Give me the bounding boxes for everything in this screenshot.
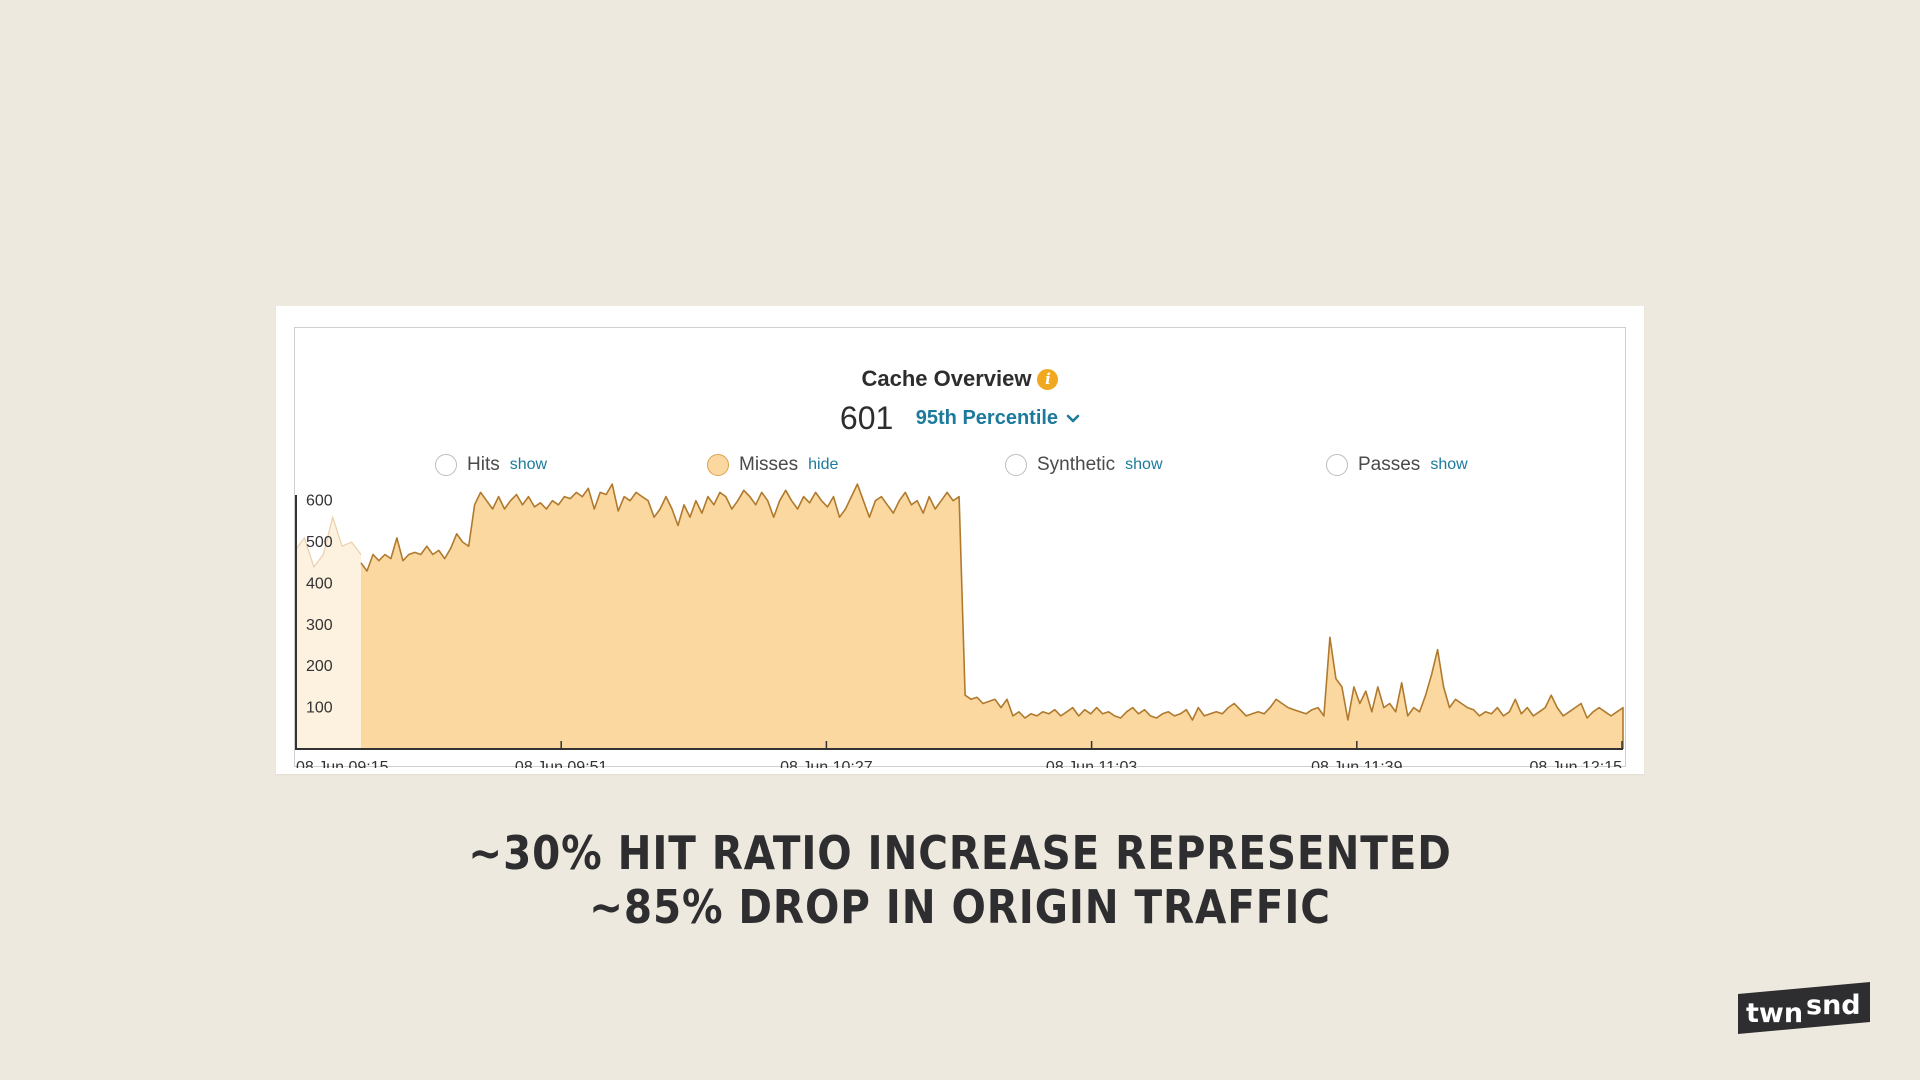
synthetic-toggle-link[interactable]: show bbox=[1125, 456, 1163, 473]
misses-area-fill bbox=[361, 484, 1623, 749]
legend-label-misses: Misses bbox=[739, 454, 799, 475]
x-tick-label: 08 Jun 10:27 bbox=[780, 759, 873, 768]
x-tick-label: 08 Jun 09:51 bbox=[515, 759, 608, 768]
misses-toggle-link[interactable]: hide bbox=[808, 456, 839, 473]
legend-label-hits: Hits bbox=[467, 454, 500, 475]
legend-passes: Passes show bbox=[1326, 454, 1468, 476]
twnsnd-logo: twn snd bbox=[1738, 982, 1870, 1034]
chart-area: 100 200 300 400 500 600 08 Jun 09:15 08 Jun 09:… bbox=[295, 483, 1624, 768]
synthetic-radio[interactable] bbox=[1005, 454, 1027, 476]
info-icon[interactable]: i bbox=[1037, 369, 1059, 390]
x-tick-label: 08 Jun 12:15 bbox=[1529, 759, 1622, 768]
misses-radio[interactable] bbox=[707, 454, 729, 476]
logo-text-left: twn bbox=[1746, 998, 1803, 1029]
x-tick-label: 08 Jun 11:03 bbox=[1046, 759, 1137, 768]
hits-radio[interactable] bbox=[435, 454, 457, 476]
y-tick-label: 600 bbox=[306, 493, 333, 510]
y-tick-label: 300 bbox=[306, 617, 333, 634]
misses-series-line bbox=[360, 483, 1624, 749]
chart-title: Cache Overview bbox=[861, 366, 1032, 391]
footer-line-1: ~30% HIT RATIO INCREASE REPRESENTED bbox=[468, 826, 1452, 880]
y-tick-label: 400 bbox=[306, 575, 333, 592]
metric-value: 601 bbox=[839, 400, 894, 436]
legend-synthetic: Synthetic show bbox=[1005, 454, 1163, 476]
y-tick-label: 200 bbox=[306, 658, 333, 675]
cache-overview-panel: 100 200 300 400 500 600 08 Jun 09:15 08 Jun 09:… bbox=[294, 327, 1626, 768]
legend-label-passes: Passes bbox=[1358, 454, 1421, 475]
faded-area-segment bbox=[295, 517, 361, 749]
x-tick-label: 08 Jun 11:39 bbox=[1311, 759, 1402, 768]
metric-row: 601 95th Percentile bbox=[295, 400, 1625, 437]
faded-area-line bbox=[295, 515, 362, 569]
percentile-dropdown[interactable]: 95th Percentile bbox=[916, 407, 1080, 429]
footer-line-2: ~85% DROP IN ORIGIN TRAFFIC bbox=[589, 880, 1331, 934]
legend-hits: Hits show bbox=[435, 454, 547, 476]
passes-toggle-link[interactable]: show bbox=[1430, 456, 1468, 473]
chart-card: 100 200 300 400 500 600 08 Jun 09:15 08 Jun 09:… bbox=[276, 306, 1644, 774]
chevron-down-icon bbox=[1066, 414, 1080, 423]
percentile-dropdown-label: 95th Percentile bbox=[915, 407, 1059, 429]
hits-toggle-link[interactable]: show bbox=[509, 456, 548, 473]
legend-label-synthetic: Synthetic bbox=[1037, 454, 1116, 475]
y-tick-label: 500 bbox=[306, 534, 333, 551]
logo-text-right: snd bbox=[1806, 990, 1861, 1021]
legend-misses: Misses hide bbox=[707, 454, 838, 476]
y-tick-label: 100 bbox=[306, 700, 333, 717]
x-tick-label: 08 Jun 09:15 bbox=[296, 759, 389, 768]
passes-radio[interactable] bbox=[1326, 454, 1348, 476]
chart-title-row: Cache Overview i bbox=[295, 366, 1625, 392]
